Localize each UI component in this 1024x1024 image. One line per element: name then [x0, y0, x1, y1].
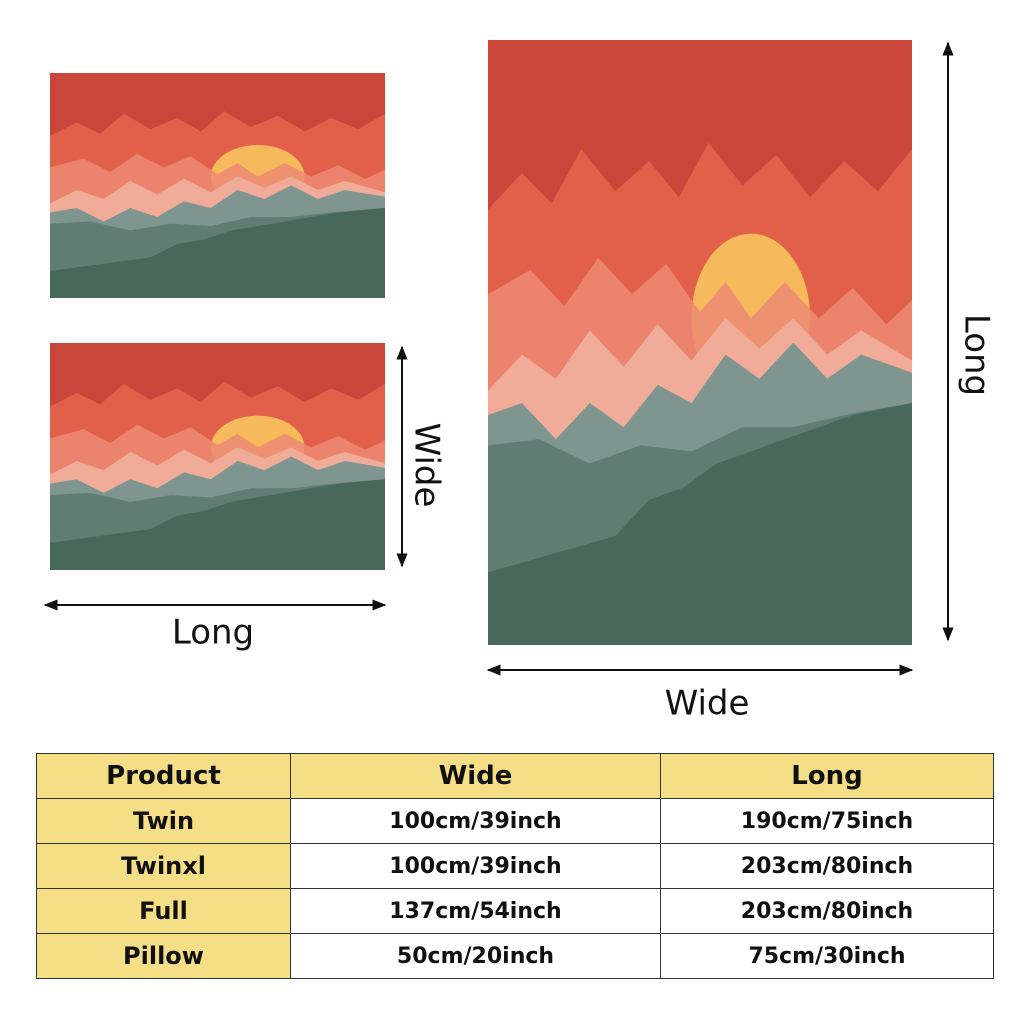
table-cell: 137cm/54inch	[290, 888, 661, 934]
table-cell: Full	[36, 888, 291, 934]
table-row: Product Wide Long	[36, 753, 994, 799]
dimension-label: Long	[957, 314, 997, 396]
table-row: Twin 100cm/39inch 190cm/75inch	[36, 798, 994, 844]
product-images: Wide Long Long Wide	[43, 40, 997, 724]
table-cell: 190cm/75inch	[660, 798, 994, 844]
dimension-label: Wide	[665, 684, 750, 724]
table-cell: Wide	[290, 753, 661, 799]
table-row: Pillow 50cm/20inch 75cm/30inch	[36, 933, 994, 979]
pillow-image	[50, 343, 385, 570]
blanket-image	[488, 40, 912, 645]
dimension-label: Wide	[407, 423, 447, 508]
table-cell: 50cm/20inch	[290, 933, 661, 979]
dimension-label: Long	[172, 613, 254, 653]
table-cell: 203cm/80inch	[660, 843, 994, 889]
table-cell: Long	[660, 753, 994, 799]
table-cell: 100cm/39inch	[290, 843, 661, 889]
table-cell: Product	[36, 753, 291, 799]
table-row: Twinxl 100cm/39inch 203cm/80inch	[36, 843, 994, 889]
table-cell: 100cm/39inch	[290, 798, 661, 844]
table-cell: Twinxl	[36, 843, 291, 889]
table-row: Full 137cm/54inch 203cm/80inch	[36, 888, 994, 934]
table-cell: Twin	[36, 798, 291, 844]
table-body: Product Wide Long Twin 100cm/39inch 190cm/75i…	[36, 753, 994, 979]
table-cell: 203cm/80inch	[660, 888, 994, 934]
table-cell: 75cm/30inch	[660, 933, 994, 979]
pillow-image	[50, 73, 385, 298]
table-cell: Pillow	[36, 933, 291, 979]
size-table: Product Wide Long Twin 100cm/39inch 190cm/75i…	[36, 753, 994, 979]
